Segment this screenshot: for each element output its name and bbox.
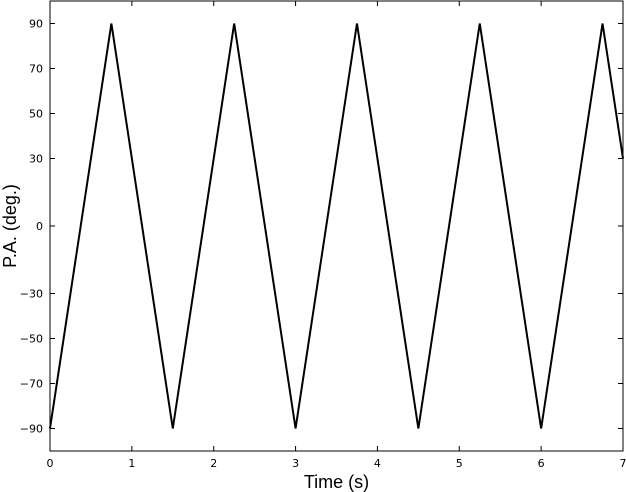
y-tick-label: 70 xyxy=(29,63,43,76)
y-axis-ticks: −90 −70 −50 −30 0 30 50 70 90 xyxy=(20,18,623,436)
x-tick-label: 7 xyxy=(620,457,626,470)
y-tick-label: 30 xyxy=(29,153,43,166)
y-tick-label: 90 xyxy=(29,18,43,31)
x-tick-label: 4 xyxy=(374,457,381,470)
x-tick-label: 3 xyxy=(292,457,299,470)
series-layer xyxy=(49,23,624,429)
y-tick-label: −50 xyxy=(20,333,43,346)
x-tick-label: 2 xyxy=(210,457,217,470)
x-tick-label: 0 xyxy=(47,457,54,470)
plot-area-frame xyxy=(49,0,624,452)
series-line xyxy=(49,23,624,429)
y-tick-label: −30 xyxy=(20,288,43,301)
x-axis-ticks: 0 1 2 3 4 5 6 7 xyxy=(47,1,626,470)
y-tick-label: 50 xyxy=(29,108,43,121)
x-tick-label: 6 xyxy=(538,457,545,470)
x-tick-label: 5 xyxy=(456,457,463,470)
y-axis-label: P.A. (deg.) xyxy=(0,184,20,268)
x-axis-label: Time (s) xyxy=(304,472,369,492)
y-tick-label: 0 xyxy=(36,220,43,233)
x-tick-label: 1 xyxy=(128,457,135,470)
y-tick-label: −70 xyxy=(20,378,43,391)
y-tick-label: −90 xyxy=(20,423,43,436)
